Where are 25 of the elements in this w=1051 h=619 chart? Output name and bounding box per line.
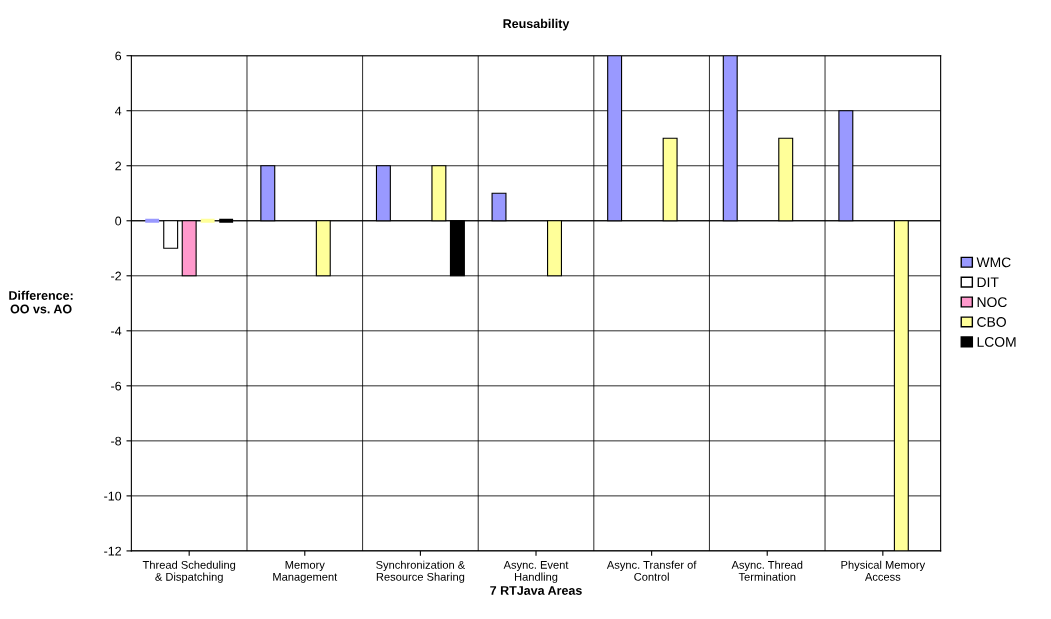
x-tick-label: Async. Thread Termination bbox=[731, 560, 803, 581]
y-tick-label: 6 bbox=[115, 51, 122, 61]
y-tick-label: -6 bbox=[111, 381, 122, 391]
x-axis-title: 7 RTJava Areas bbox=[490, 586, 582, 595]
x-tick-label: Async. Event Handling bbox=[503, 561, 569, 583]
x-tick-label: Synchronization & Resource Sharing bbox=[376, 560, 466, 583]
legend-label: LCOM bbox=[977, 336, 1016, 347]
x-tick-label: Async. Transfer of Control bbox=[606, 560, 697, 581]
y-tick-label: -10 bbox=[104, 491, 122, 501]
y-tick-label: -8 bbox=[111, 436, 122, 446]
legend-label: CBO bbox=[977, 317, 1006, 327]
y-tick-label: -2 bbox=[111, 271, 122, 281]
x-tick-label: Physical Memory Access bbox=[841, 560, 926, 581]
y-tick-label: 2 bbox=[115, 161, 122, 171]
y-tick-label: -4 bbox=[111, 326, 122, 336]
x-tick-label: Memory Management bbox=[273, 561, 338, 583]
y-axis-title: Difference: OO vs. AO bbox=[9, 290, 73, 314]
y-tick-label: -12 bbox=[104, 546, 122, 556]
y-tick-label: 4 bbox=[114, 106, 122, 116]
legend-label: NOC bbox=[977, 297, 1007, 308]
y-tick-label: 0 bbox=[115, 216, 122, 226]
legend-label: DIT bbox=[977, 277, 999, 288]
x-tick-label: Thread Scheduling & Dispatching bbox=[142, 560, 236, 583]
legend-label: WMC bbox=[976, 257, 1011, 268]
chart-title: Reusability bbox=[503, 18, 570, 31]
